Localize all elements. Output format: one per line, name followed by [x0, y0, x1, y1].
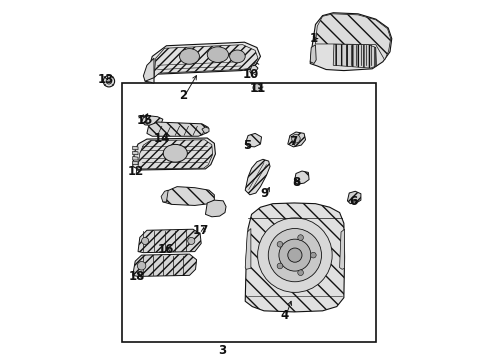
Text: 14: 14: [154, 131, 170, 144]
Text: 2: 2: [179, 89, 186, 102]
Circle shape: [106, 78, 112, 84]
Ellipse shape: [163, 144, 187, 162]
Polygon shape: [249, 65, 258, 73]
Circle shape: [297, 270, 303, 275]
Polygon shape: [132, 254, 196, 276]
Polygon shape: [346, 191, 360, 204]
Circle shape: [278, 239, 310, 271]
Text: 6: 6: [348, 195, 357, 208]
Polygon shape: [132, 146, 138, 150]
Ellipse shape: [179, 49, 199, 64]
Circle shape: [297, 235, 303, 240]
Polygon shape: [146, 122, 208, 136]
Text: 17: 17: [193, 224, 209, 237]
Circle shape: [103, 76, 114, 87]
Polygon shape: [154, 45, 258, 78]
Text: 11: 11: [249, 82, 265, 95]
Circle shape: [137, 261, 145, 270]
Text: 12: 12: [127, 165, 143, 178]
Text: 7: 7: [288, 135, 296, 148]
Text: 1: 1: [309, 32, 318, 45]
Text: 16: 16: [157, 243, 174, 256]
Bar: [122, 83, 375, 342]
Circle shape: [291, 135, 300, 143]
Polygon shape: [132, 138, 215, 170]
Polygon shape: [132, 161, 138, 165]
Polygon shape: [244, 203, 344, 312]
Circle shape: [142, 237, 148, 244]
Ellipse shape: [229, 50, 244, 63]
Polygon shape: [138, 229, 201, 253]
Circle shape: [257, 218, 331, 292]
Polygon shape: [161, 190, 168, 202]
Polygon shape: [132, 151, 138, 155]
Text: 3: 3: [218, 345, 225, 357]
Text: 5: 5: [242, 139, 250, 152]
Polygon shape: [132, 157, 138, 160]
Text: 8: 8: [292, 176, 300, 189]
Polygon shape: [145, 42, 260, 83]
Polygon shape: [332, 44, 376, 68]
Circle shape: [187, 237, 194, 244]
Polygon shape: [143, 58, 154, 81]
Circle shape: [310, 252, 316, 258]
Polygon shape: [205, 200, 225, 217]
Text: 9: 9: [260, 186, 268, 199]
Circle shape: [268, 229, 321, 282]
Polygon shape: [294, 171, 308, 184]
Text: 10: 10: [242, 68, 259, 81]
Circle shape: [287, 248, 302, 262]
Text: 15: 15: [136, 114, 152, 127]
Text: 13: 13: [97, 73, 113, 86]
Polygon shape: [309, 45, 316, 63]
Polygon shape: [138, 140, 212, 169]
Polygon shape: [309, 13, 391, 71]
Ellipse shape: [207, 47, 228, 62]
Polygon shape: [163, 186, 214, 206]
Polygon shape: [202, 127, 208, 134]
Polygon shape: [244, 229, 250, 269]
Polygon shape: [287, 132, 305, 147]
Polygon shape: [244, 134, 261, 147]
Polygon shape: [339, 229, 344, 269]
Polygon shape: [142, 116, 163, 126]
Circle shape: [252, 84, 260, 91]
Circle shape: [277, 263, 282, 269]
Text: 18: 18: [129, 270, 145, 283]
Polygon shape: [244, 159, 269, 195]
Circle shape: [277, 242, 282, 247]
Text: 4: 4: [280, 309, 287, 322]
Polygon shape: [315, 14, 390, 60]
